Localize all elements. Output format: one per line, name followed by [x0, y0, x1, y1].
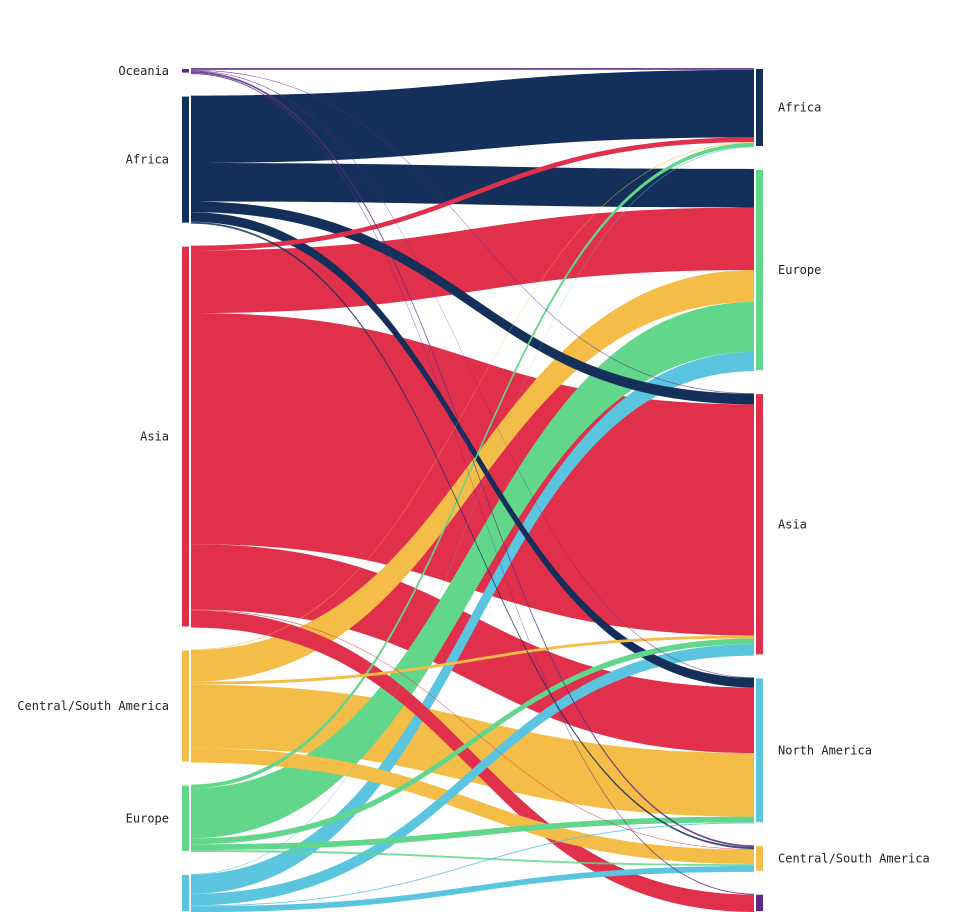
- link-north-america-to-europe: [190, 351, 755, 894]
- link-africa-to-europe: [190, 162, 755, 208]
- target-node-north-america: [754, 676, 765, 825]
- target-label-central-south-america: Central/South America: [778, 851, 930, 865]
- source-node-africa: [180, 94, 191, 225]
- link-africa-to-central-south-america: [190, 221, 755, 850]
- link-europe-to-africa: [190, 142, 755, 789]
- target-label-north-america: North America: [778, 743, 872, 757]
- link-asia-to-oceania: [190, 610, 755, 912]
- link-europe-to-north-america: [190, 816, 755, 851]
- target-node-central-south-america: [754, 844, 765, 873]
- link-central-south-america-to-africa: [190, 142, 755, 651]
- link-central-south-america-to-central-south-america: [190, 748, 755, 865]
- link-africa-to-asia: [190, 201, 755, 405]
- link-north-america-to-africa: [190, 146, 755, 875]
- source-label-oceania: Oceania: [118, 64, 169, 78]
- link-europe-to-europe: [190, 301, 755, 839]
- link-oceania-to-north-america: [190, 70, 755, 678]
- source-label-europe: Europe: [126, 811, 169, 825]
- target-node-oceania: [754, 892, 765, 912]
- link-asia-to-central-south-america: [190, 609, 755, 850]
- sankey-labels: Oceania Africa Asia Central/South America Eu…: [17, 64, 929, 866]
- link-oceania-to-africa: [190, 68, 755, 70]
- target-label-africa: Africa: [778, 100, 821, 114]
- source-node-asia: [180, 244, 191, 629]
- target-node-europe: [754, 167, 765, 373]
- sankey-links: [190, 68, 755, 912]
- target-node-asia: [754, 392, 765, 657]
- link-north-america-to-north-america: [190, 822, 755, 907]
- sankey-nodes: [180, 67, 765, 912]
- source-node-central-south-america: [180, 648, 191, 764]
- link-oceania-to-oceania: [190, 73, 755, 895]
- source-node-oceania: [180, 67, 191, 75]
- target-label-europe: Europe: [778, 263, 821, 277]
- source-label-africa: Africa: [126, 153, 169, 167]
- link-central-south-america-to-asia: [190, 635, 755, 685]
- target-node-africa: [754, 67, 765, 148]
- link-africa-to-africa: [190, 69, 755, 163]
- link-europe-to-asia: [190, 638, 755, 845]
- link-africa-to-north-america: [190, 212, 755, 688]
- target-label-asia: Asia: [778, 517, 807, 531]
- source-node-north-america: [180, 872, 191, 912]
- link-oceania-to-central-south-america: [190, 71, 755, 848]
- link-asia-to-north-america: [190, 544, 755, 754]
- source-node-europe: [180, 783, 191, 853]
- source-label-asia: Asia: [140, 430, 169, 444]
- link-north-america-to-central-south-america: [190, 866, 755, 912]
- link-europe-to-central-south-america: [190, 850, 755, 867]
- link-asia-to-africa: [190, 137, 755, 251]
- link-oceania-to-asia: [190, 69, 755, 394]
- link-asia-to-europe: [190, 207, 755, 314]
- source-label-central-south-america: Central/South America: [17, 699, 169, 713]
- link-north-america-to-asia: [190, 644, 755, 906]
- link-central-south-america-to-europe: [190, 270, 755, 682]
